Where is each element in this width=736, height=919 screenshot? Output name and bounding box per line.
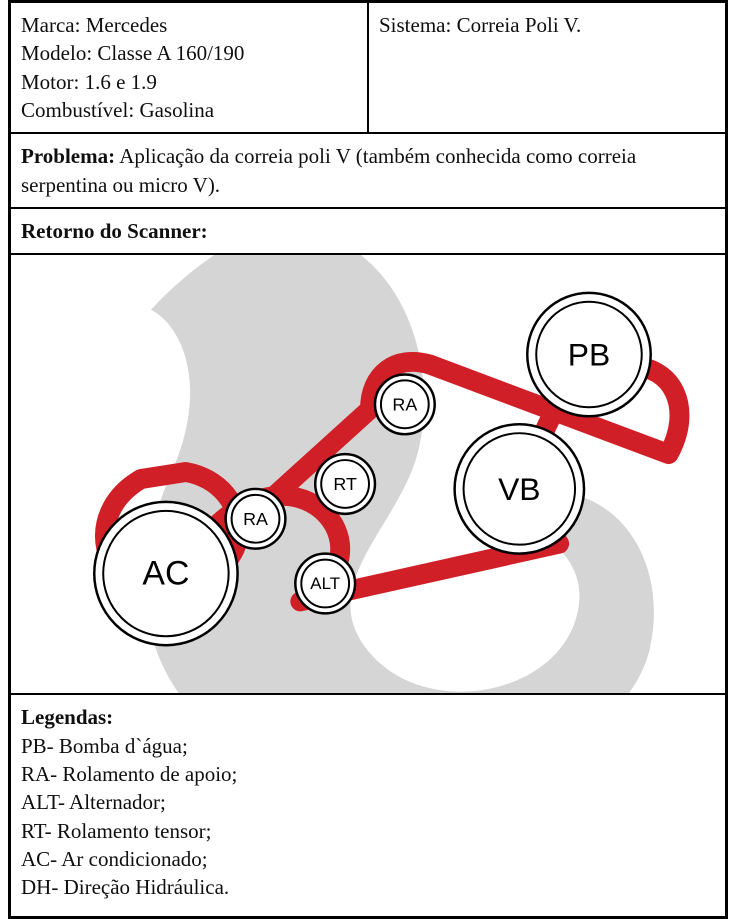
scanner-label: Retorno do Scanner: — [21, 219, 208, 243]
sistema-value: Correia Poli V. — [457, 13, 582, 37]
legend-item: AC- Ar condicionado; — [21, 845, 715, 873]
modelo-label: Modelo: — [21, 41, 92, 65]
svg-text:RA: RA — [243, 509, 268, 529]
legend-cell: Legendas: PB- Bomba d`água;RA- Rolamento… — [10, 694, 726, 916]
legend-title: Legendas: — [21, 703, 715, 731]
problema-cell: Problema: Aplicação da correia poli V (t… — [10, 133, 726, 208]
pulley-VB: VB — [455, 425, 584, 554]
pulley-RA2: RA — [375, 375, 435, 435]
svg-text:RA: RA — [392, 395, 417, 415]
motor-value: 1.6 e 1.9 — [85, 70, 157, 94]
motor-label: Motor: — [21, 70, 79, 94]
pulley-RT: RT — [315, 454, 375, 514]
modelo-line: Modelo: Classe A 160/190 — [21, 39, 357, 67]
svg-text:VB: VB — [498, 471, 540, 507]
legend-item: RT- Rolamento tensor; — [21, 817, 715, 845]
belt-diagram: AC RA ALT RT RA VB PB — [11, 255, 725, 693]
svg-text:AC: AC — [142, 555, 189, 593]
marca-label: Marca: — [21, 13, 80, 37]
header-row: Marca: Mercedes Modelo: Classe A 160/190… — [10, 2, 726, 133]
diagram-cell: AC RA ALT RT RA VB PB — [10, 254, 726, 694]
legend-row: Legendas: PB- Bomba d`água;RA- Rolamento… — [10, 694, 726, 916]
pulley-RA1: RA — [226, 489, 286, 549]
scanner-header-row: Retorno do Scanner: — [10, 208, 726, 254]
sistema-cell: Sistema: Correia Poli V. — [368, 2, 726, 133]
vehicle-info-cell: Marca: Mercedes Modelo: Classe A 160/190… — [10, 2, 368, 133]
combustivel-value: Gasolina — [139, 98, 214, 122]
diagram-row: AC RA ALT RT RA VB PB — [10, 254, 726, 694]
legend-list: PB- Bomba d`água;RA- Rolamento de apoio;… — [21, 732, 715, 902]
marca-line: Marca: Mercedes — [21, 11, 357, 39]
pulley-PB: PB — [527, 293, 650, 416]
combustivel-line: Combustível: Gasolina — [21, 96, 357, 124]
scanner-header-cell: Retorno do Scanner: — [10, 208, 726, 254]
legend-item: PB- Bomba d`água; — [21, 732, 715, 760]
pulley-AC: AC — [94, 502, 237, 645]
legend-item: RA- Rolamento de apoio; — [21, 760, 715, 788]
legend-item: DH- Direção Hidráulica. — [21, 873, 715, 901]
modelo-value: Classe A 160/190 — [97, 41, 244, 65]
combustivel-label: Combustível: — [21, 98, 134, 122]
svg-text:PB: PB — [568, 337, 610, 373]
legend-item: ALT- Alternador; — [21, 788, 715, 816]
motor-line: Motor: 1.6 e 1.9 — [21, 68, 357, 96]
problema-row: Problema: Aplicação da correia poli V (t… — [10, 133, 726, 208]
spec-sheet: Marca: Mercedes Modelo: Classe A 160/190… — [8, 0, 728, 919]
sistema-label: Sistema: — [379, 13, 451, 37]
problema-label: Problema: — [21, 144, 115, 168]
svg-text:ALT: ALT — [310, 574, 340, 593]
marca-value: Mercedes — [86, 13, 168, 37]
svg-text:RT: RT — [333, 474, 357, 494]
pulley-ALT: ALT — [295, 554, 355, 614]
